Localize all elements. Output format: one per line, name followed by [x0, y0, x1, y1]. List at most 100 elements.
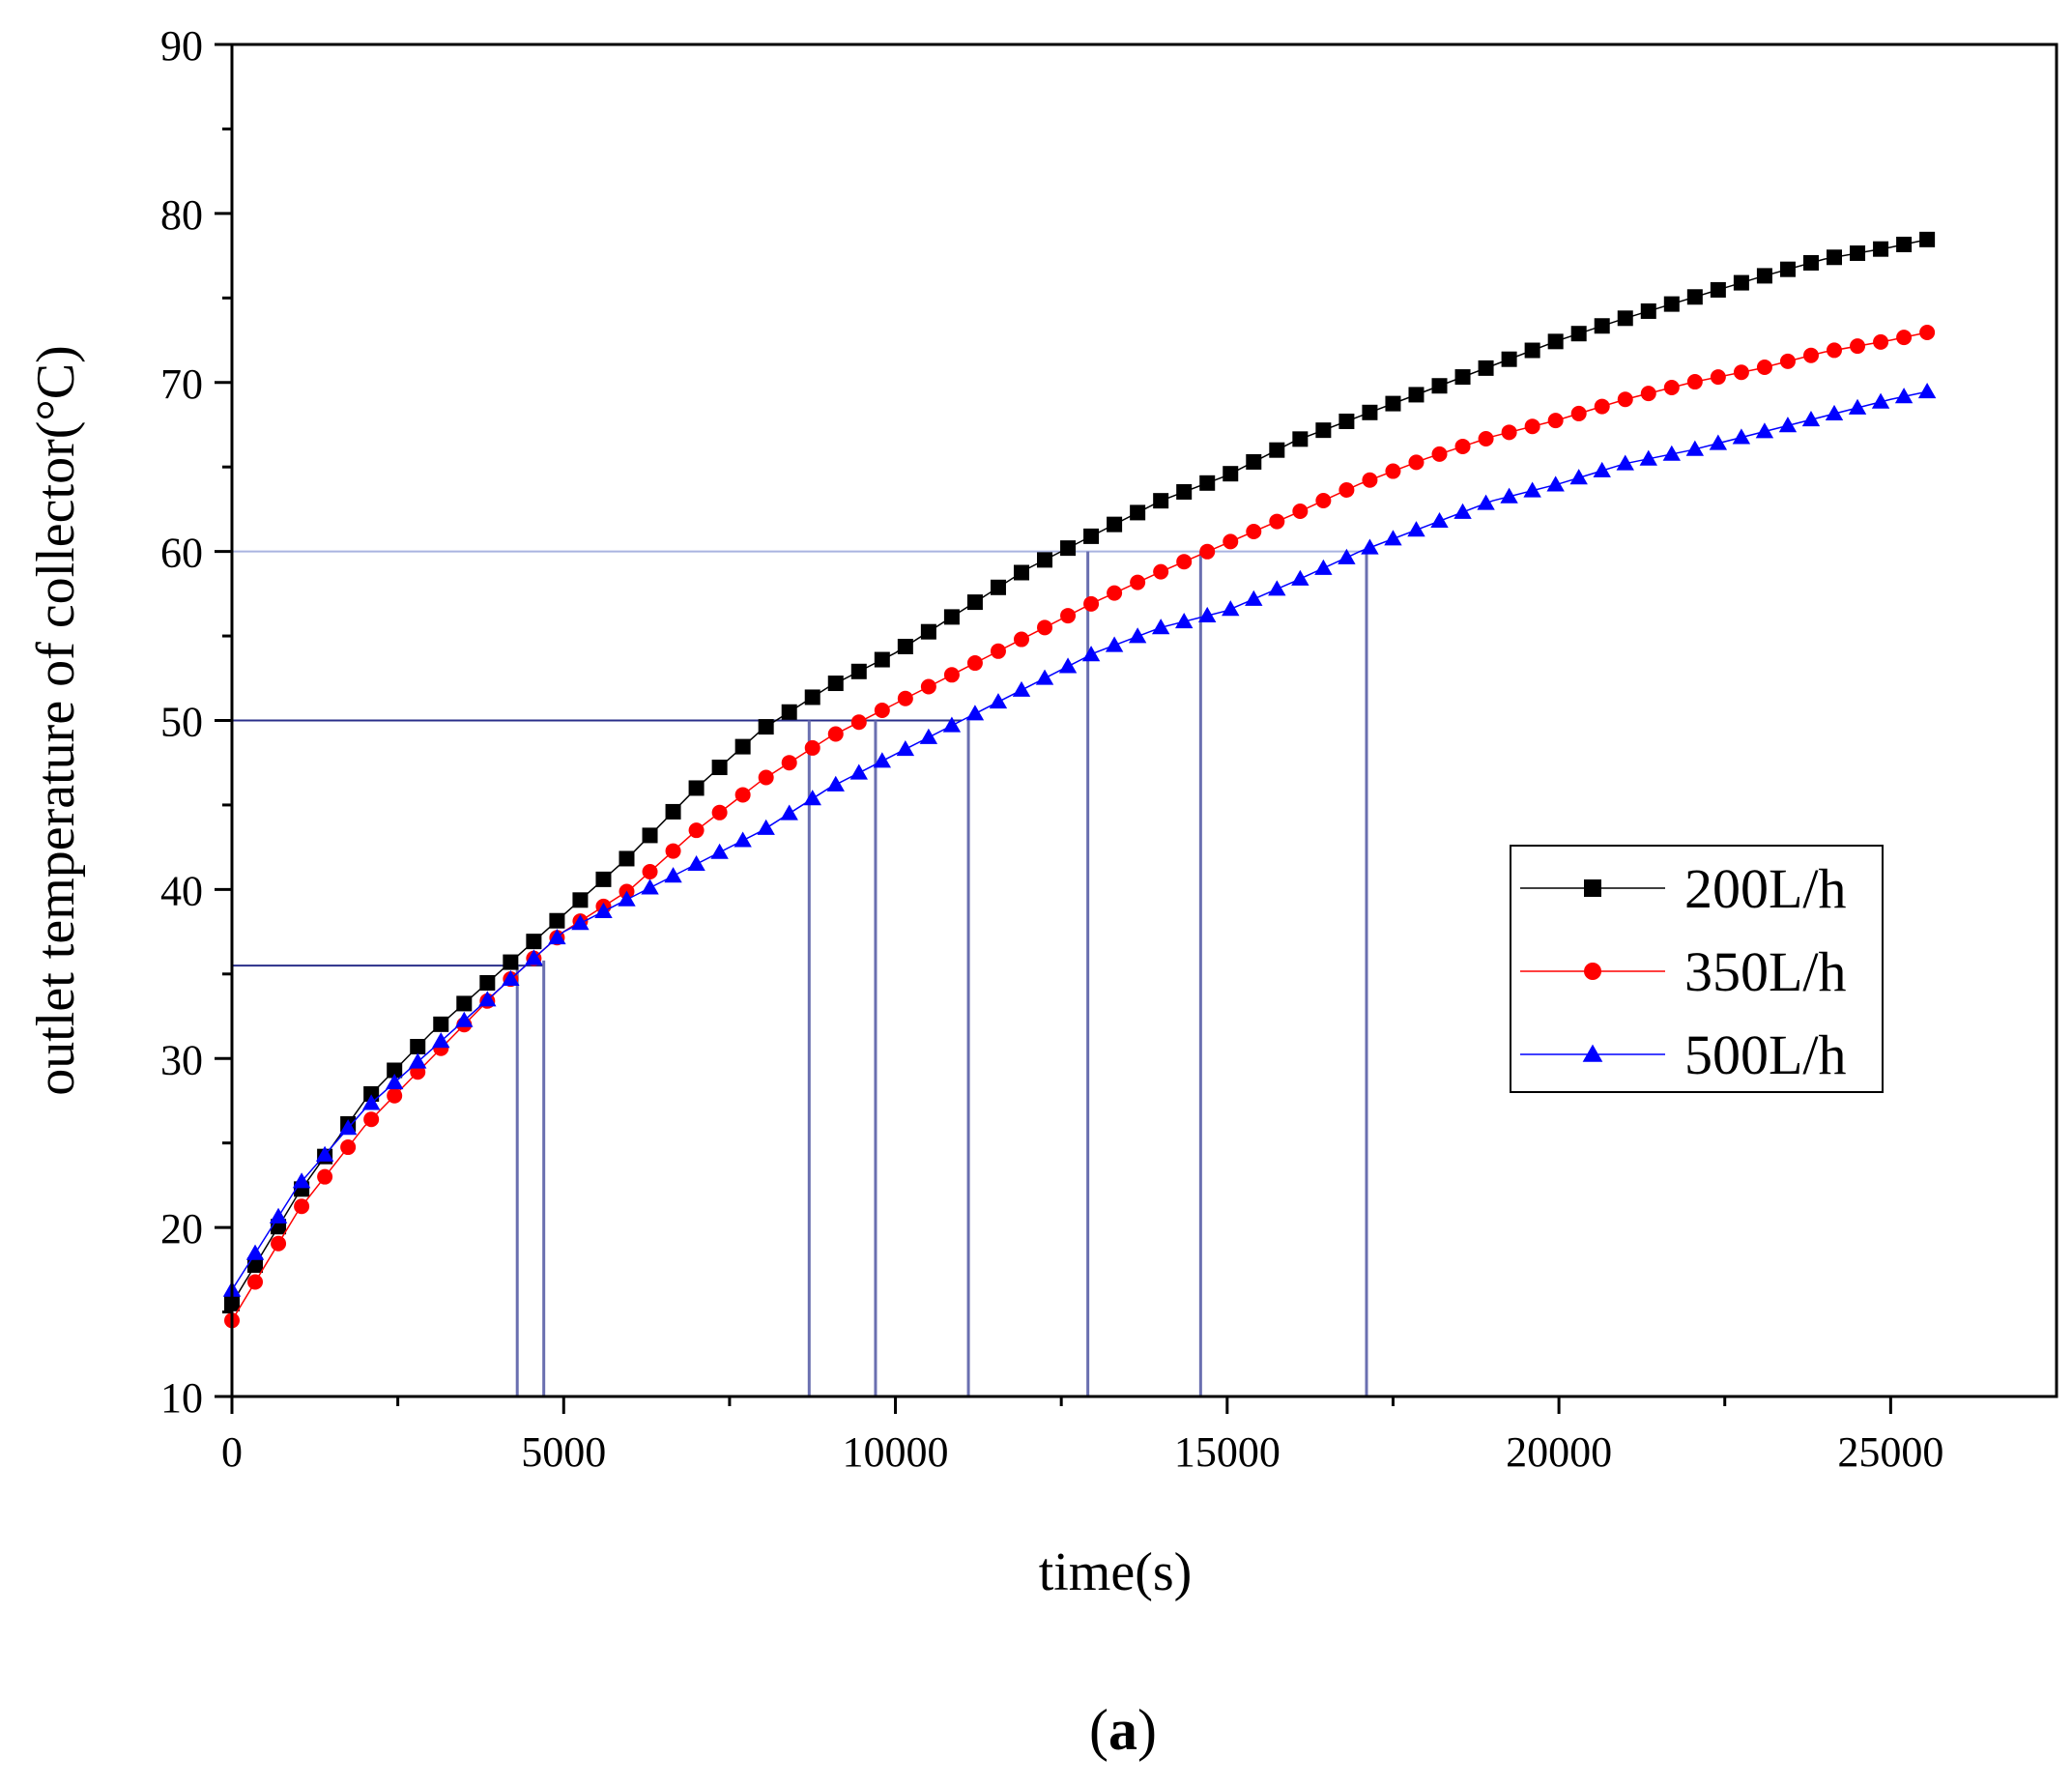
series-marker [897, 690, 913, 706]
series-marker [1594, 398, 1610, 415]
series-marker [664, 867, 682, 883]
series-marker [387, 1087, 403, 1104]
series-marker [1779, 353, 1796, 369]
series-marker [1269, 442, 1285, 458]
y-tick-label: 10 [160, 1374, 203, 1422]
series-marker [942, 716, 962, 733]
series-marker [526, 934, 542, 950]
y-tick-label: 60 [160, 530, 203, 577]
series-marker [966, 594, 983, 611]
series-marker [1361, 538, 1379, 555]
series-marker [1105, 636, 1124, 652]
series-marker [1663, 296, 1680, 312]
series-marker [571, 914, 590, 931]
series-marker [734, 738, 751, 755]
series-marker [1569, 469, 1588, 485]
series-marker [1128, 627, 1147, 644]
series-marker [1848, 398, 1867, 415]
series-marker [1733, 274, 1749, 291]
series-marker [1801, 411, 1821, 427]
series-350L/h [224, 325, 1936, 1329]
y-tick-label: 30 [160, 1036, 203, 1083]
series-marker [1174, 612, 1194, 629]
series-marker [1584, 963, 1601, 980]
series-marker [1584, 879, 1601, 897]
series-marker [965, 705, 985, 721]
series-marker [711, 760, 728, 776]
series-marker [850, 663, 867, 679]
series-marker [1454, 438, 1471, 454]
x-tick-label: 25000 [1837, 1428, 1943, 1476]
series-marker [989, 693, 1008, 709]
series-marker [1408, 387, 1424, 403]
series-marker [804, 689, 820, 705]
series-marker [294, 1198, 310, 1215]
series-marker [1896, 330, 1913, 346]
x-tick-label: 0 [221, 1428, 243, 1476]
series-marker [1107, 585, 1123, 601]
series-marker [432, 1032, 450, 1049]
series-marker [1199, 475, 1216, 491]
series-marker [1130, 504, 1146, 521]
series-marker [710, 843, 729, 859]
series-marker [1176, 483, 1193, 500]
y-tick-label: 20 [160, 1205, 203, 1252]
series-marker [758, 769, 774, 786]
series-marker [1153, 493, 1169, 509]
series-marker [1291, 569, 1309, 586]
series-marker [1663, 379, 1680, 395]
series-marker [873, 752, 892, 768]
series-marker [1477, 494, 1495, 510]
series-marker [1153, 563, 1169, 580]
series-marker [1850, 245, 1866, 261]
y-axis-title: outlet temperature of collector(°C) [26, 345, 86, 1096]
series-marker [1223, 533, 1239, 550]
series-marker [292, 1172, 311, 1189]
series-marker [1617, 391, 1633, 408]
series-marker [1710, 369, 1726, 386]
series-marker [897, 638, 913, 654]
series-marker [548, 929, 566, 945]
series-marker [850, 714, 867, 731]
series-marker [1083, 528, 1100, 544]
reference-lines [232, 550, 1373, 1396]
series-marker [920, 678, 936, 695]
series-marker [1616, 454, 1634, 471]
series-marker [1523, 481, 1541, 498]
series-marker [1338, 413, 1355, 429]
x-tick-label: 15000 [1174, 1428, 1281, 1476]
series-marker [1825, 404, 1844, 421]
series-marker [803, 790, 821, 806]
series-marker [1802, 347, 1819, 363]
series-marker [387, 1062, 403, 1079]
series-marker [1919, 231, 1936, 247]
legend-label: 200L/h [1684, 857, 1847, 920]
series-marker [1315, 492, 1332, 508]
series-marker [456, 995, 473, 1012]
series-marker [363, 1111, 380, 1128]
series-marker [1431, 446, 1448, 462]
series-marker [1081, 646, 1101, 662]
series-marker [618, 890, 636, 907]
series-marker [1686, 289, 1703, 305]
series-marker [1151, 619, 1170, 635]
y-tick-label: 80 [160, 191, 203, 239]
series-marker [641, 878, 659, 895]
series-marker [1268, 580, 1286, 596]
series-marker [410, 1039, 426, 1055]
series-marker [1594, 318, 1610, 334]
series-marker [1755, 422, 1774, 439]
series-marker [1686, 374, 1703, 390]
series-marker [874, 703, 890, 719]
series-marker [1478, 360, 1494, 376]
series-marker [478, 991, 497, 1007]
series-200L/h [224, 231, 1936, 1311]
series-marker [1314, 559, 1333, 575]
series-marker [386, 1073, 404, 1090]
series-marker [1827, 249, 1843, 266]
series-marker [1500, 487, 1518, 504]
series-marker [896, 740, 915, 757]
series-marker [1060, 540, 1077, 557]
series-marker [781, 704, 797, 720]
series-marker [1709, 434, 1728, 450]
